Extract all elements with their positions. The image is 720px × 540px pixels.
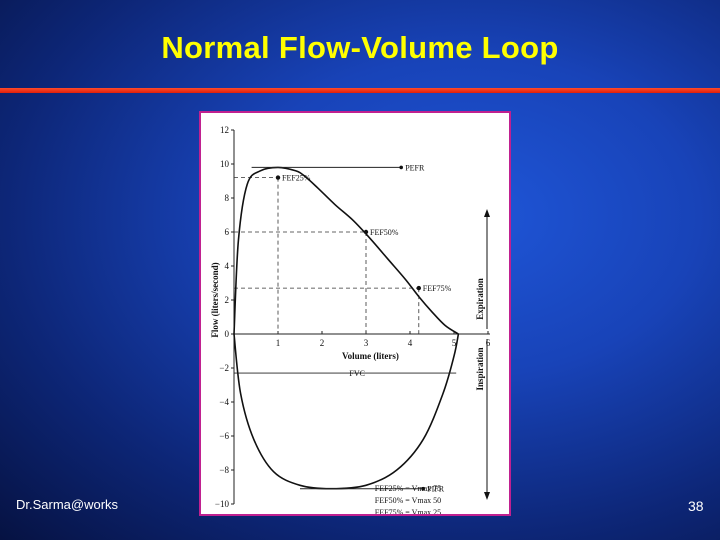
x-tick-label: 6 [486,338,491,348]
fef-formula: FEF25% = Vmax 75 [375,484,441,493]
y-tick-label: 4 [225,261,230,271]
x-tick-label: 3 [364,338,369,348]
slide-title: Normal Flow-Volume Loop [161,30,559,65]
title-underline [0,88,720,93]
inspiratory-curve [233,333,460,490]
y-tick-label: −2 [219,363,229,373]
fef-formula: FEF50% = Vmax 50 [375,496,441,505]
y-tick-label: 8 [225,193,230,203]
fef-marker-label: FEF50% [370,228,399,237]
y-axis-label: Flow (liters/second) [210,262,220,337]
pifr-label: PIFR [427,485,445,494]
x-tick-label: 4 [408,338,413,348]
x-tick-label: 1 [276,338,281,348]
y-tick-label: −8 [219,465,229,475]
pefr-point [399,165,403,170]
y-tick-label: −6 [219,431,229,441]
x-tick-label: 5 [452,338,457,348]
flow-volume-figure: 12 10 8 6 4 2 0 −2 −4 −6 −8 −10 1 2 3 4 5 6 Volume (liters… [199,111,511,516]
y-tick-label: −10 [215,499,230,509]
inspiration-label: Inspiration [475,347,485,390]
fef-marker-label: FEF25% [282,174,311,183]
pifr-point [421,486,425,491]
expiration-label: Expiration [475,278,485,320]
x-axis-label: Volume (liters) [342,351,399,361]
expiratory-curve [233,166,459,335]
fef-marker-point [363,229,369,235]
y-tick-label: 2 [225,295,230,305]
y-tick-label: 6 [225,227,230,237]
inspiration-arrow-head [484,492,490,500]
page-number: 38 [688,498,704,514]
fef-formula: FEF75% = Vmax 25 [375,508,441,514]
y-tick-label: 0 [225,329,230,339]
pefr-label: PEFR [405,163,425,172]
expiration-arrow-head [484,209,490,217]
author-credit: Dr.Sarma@works [16,497,119,512]
y-tick-label: 12 [220,125,229,135]
y-tick-label: −4 [219,397,229,407]
fef-marker-label: FEF75% [423,284,452,293]
fef-marker-point [275,175,281,180]
x-tick-label: 2 [320,338,325,348]
fvc-label: FVC [349,369,365,378]
fef-marker-point [416,285,421,291]
y-tick-label: 10 [220,159,230,169]
